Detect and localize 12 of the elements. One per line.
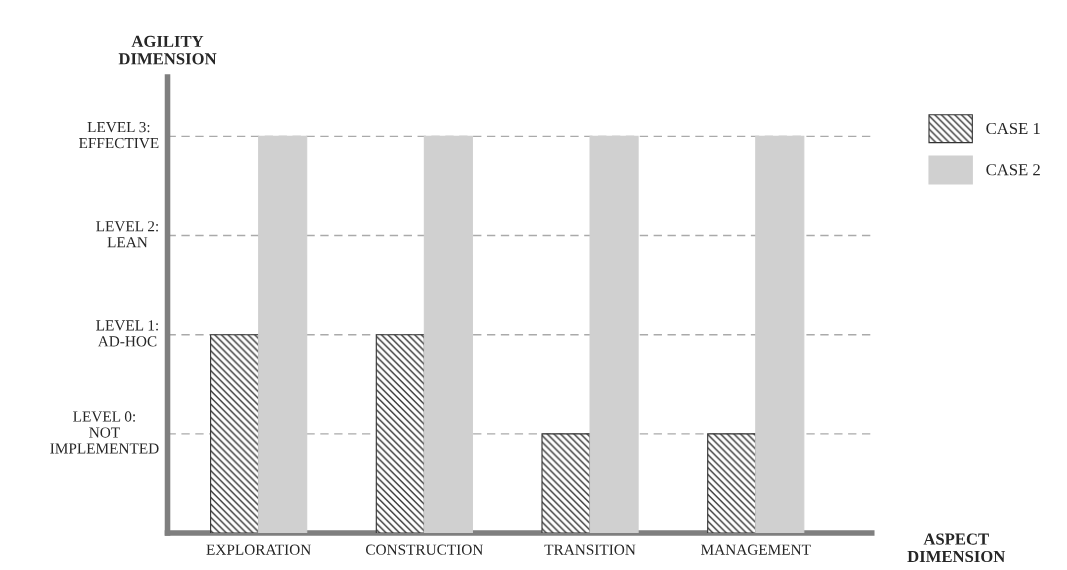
x-tick-label: EXPLORATION <box>206 544 311 555</box>
legend-label: CASE 1 <box>986 122 1040 135</box>
ref-line-label: LEVEL 1: AD-HOC <box>96 320 158 347</box>
x-tick-label: TRANSITION <box>544 544 636 555</box>
y-axis-title: AGILITY DIMENSION <box>118 35 217 65</box>
x-axis-title: ASPECT DIMENSION <box>907 533 1006 563</box>
ref-line-label: LEVEL 3: EFFECTIVE <box>79 122 159 149</box>
ref-line-label: LEVEL 2: LEAN <box>96 221 158 248</box>
x-tick-label: MANAGEMENT <box>701 544 811 555</box>
legend-label: CASE 2 <box>986 164 1040 176</box>
x-tick-label: CONSTRUCTION <box>365 544 483 555</box>
ref-line-label: LEVEL 0: NOT IMPLEMENTED <box>50 411 159 454</box>
